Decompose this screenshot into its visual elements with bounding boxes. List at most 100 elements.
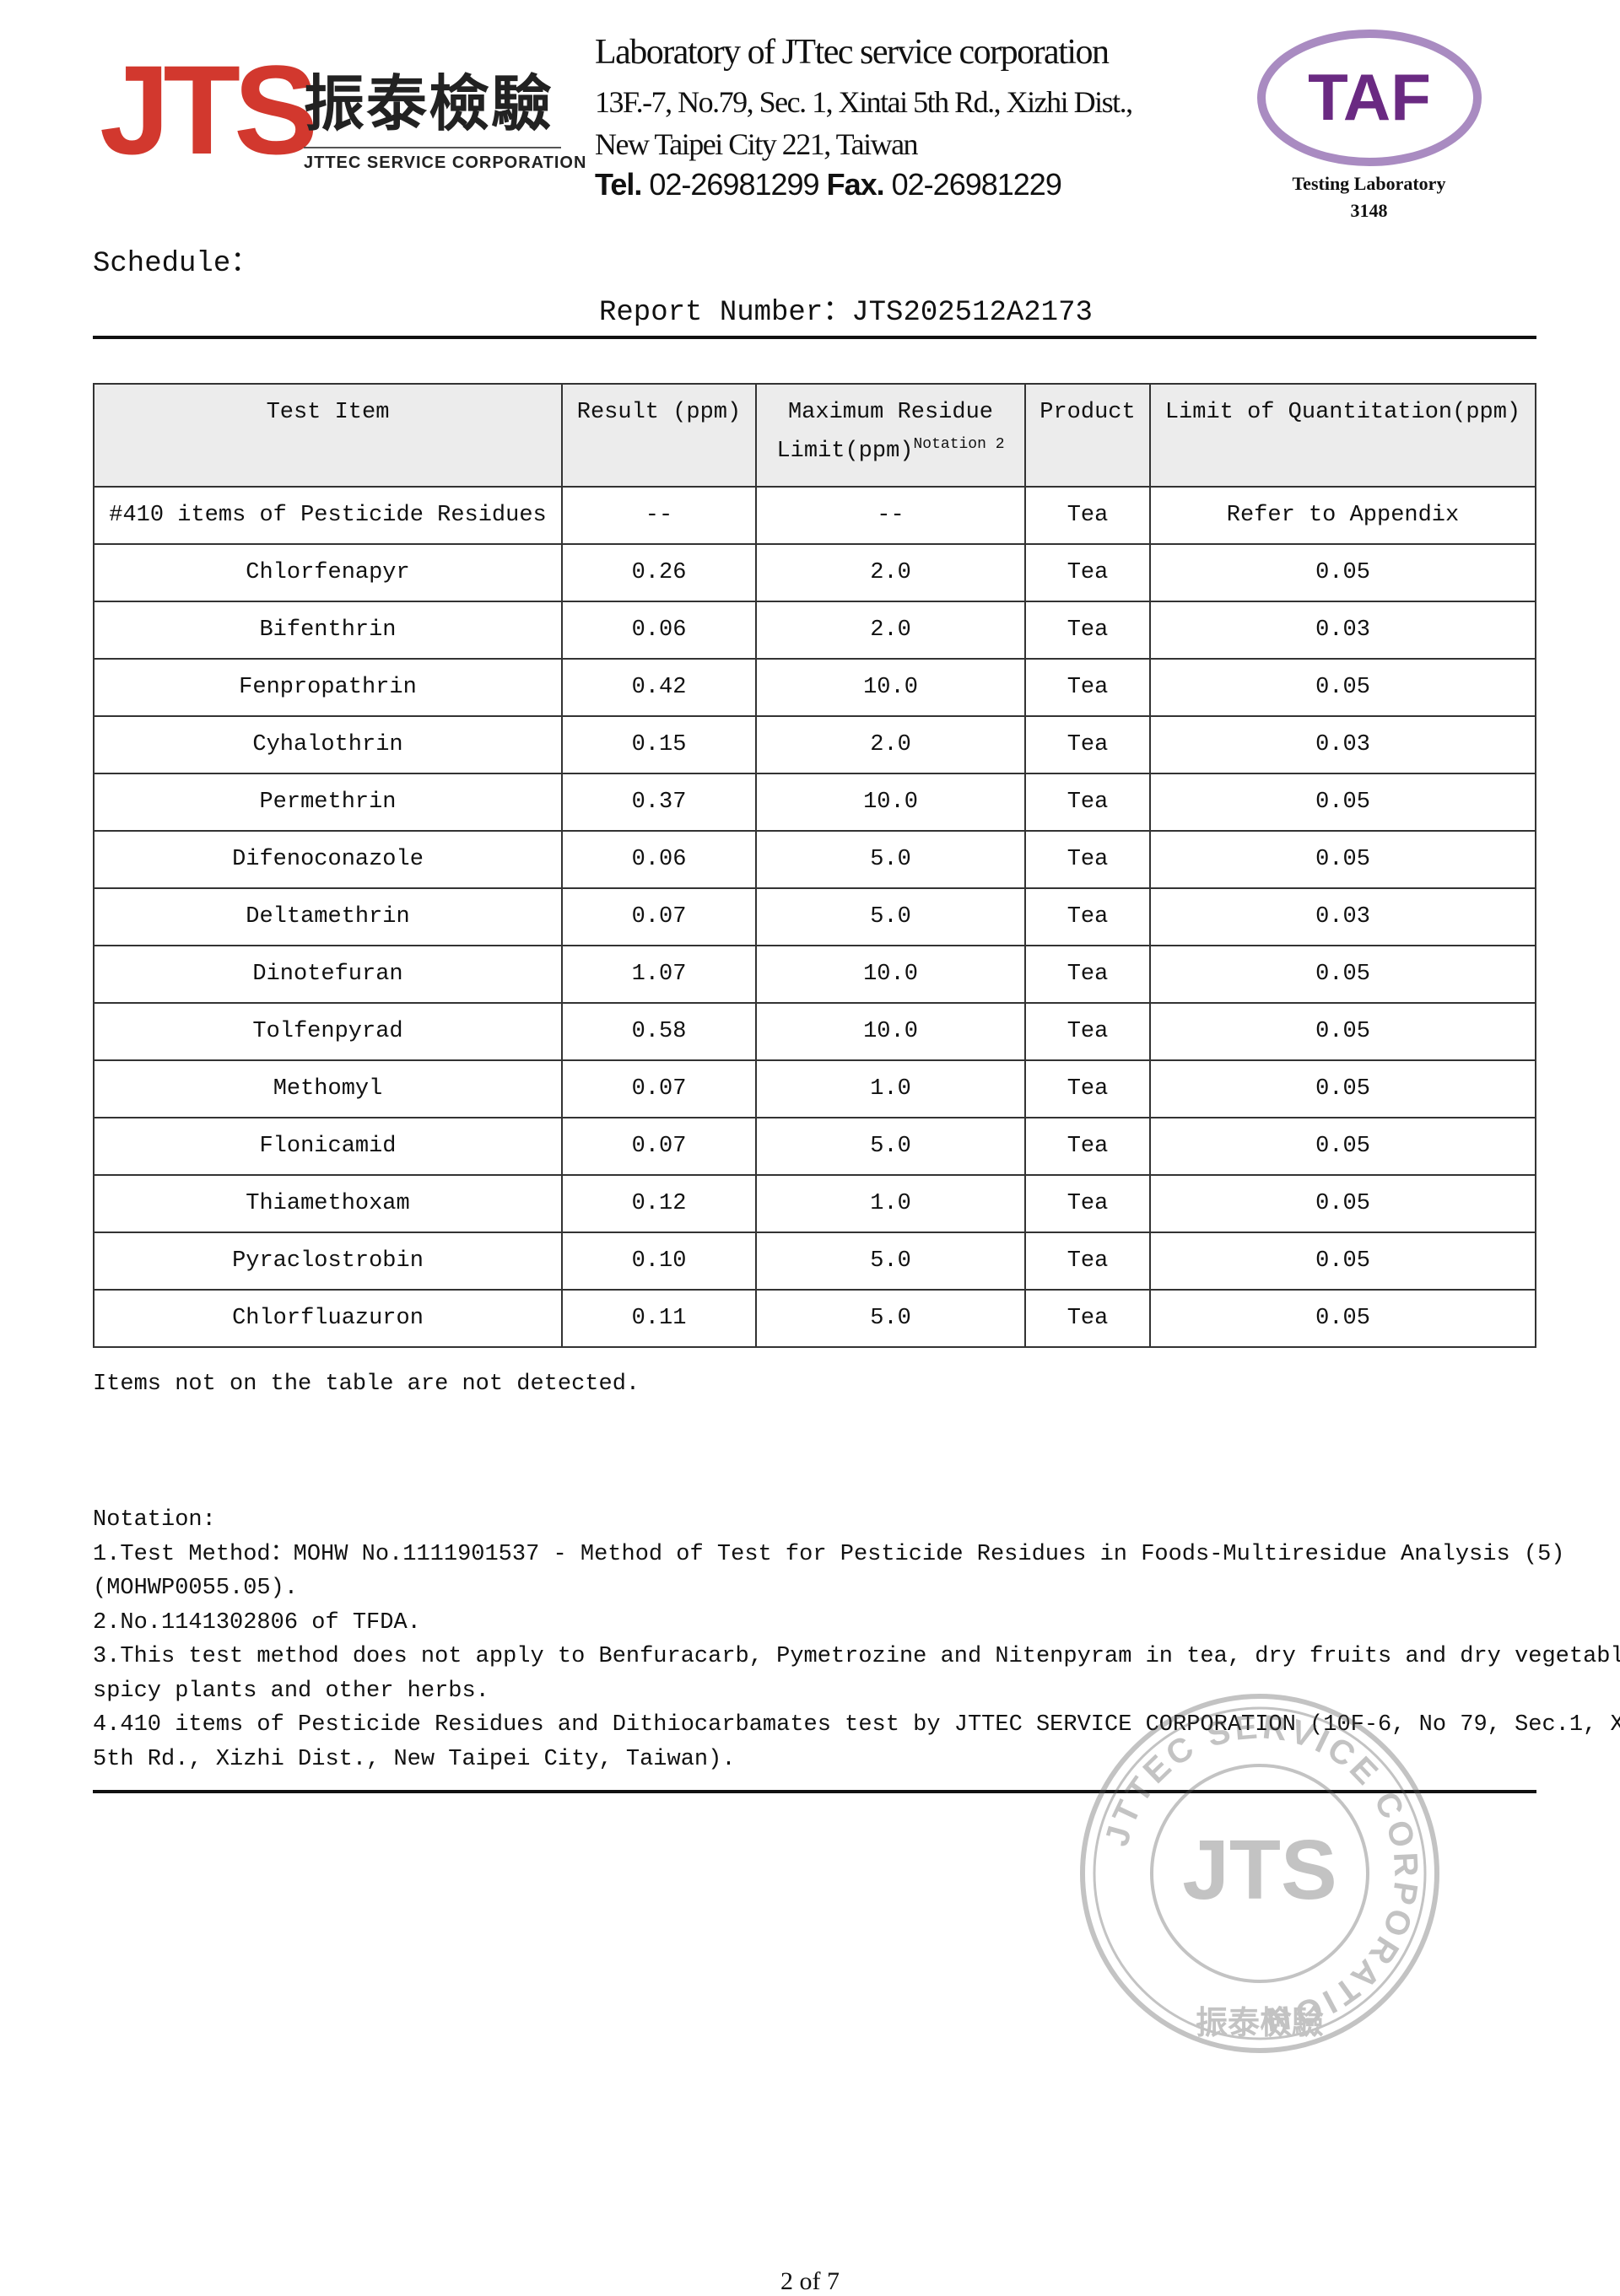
table-row: Fenpropathrin 0.42 10.0 Tea 0.05 [93, 658, 1536, 717]
cell-product: Tea [1024, 1174, 1151, 1233]
cell-result: 0.42 [561, 658, 757, 717]
table-row: Bifenthrin 0.06 2.0 Tea 0.03 [93, 601, 1536, 660]
table-row: Chlorfenapyr 0.26 2.0 Tea 0.05 [93, 543, 1536, 602]
notation-line: spicy plants and other herbs. [93, 1678, 489, 1704]
table-row: Difenoconazole 0.06 5.0 Tea 0.05 [93, 830, 1536, 889]
cell-test-item: #410 items of Pesticide Residues [93, 486, 563, 545]
cell-loq: 0.03 [1149, 715, 1536, 774]
cell-mrl: 2.0 [755, 715, 1026, 774]
cell-mrl: 5.0 [755, 1117, 1026, 1176]
header-rule [93, 336, 1536, 339]
cell-product: Tea [1024, 830, 1151, 889]
lab-address-1: 13F.-7, No.79, Sec. 1, Xintai 5th Rd., X… [595, 85, 1133, 119]
notation-line: (MOHWP0055.05). [93, 1576, 299, 1601]
cell-result: 0.37 [561, 773, 757, 832]
taf-caption: Testing Laboratory 3148 [1223, 170, 1515, 224]
table-row: Permethrin 0.37 10.0 Tea 0.05 [93, 773, 1536, 832]
cell-product: Tea [1024, 887, 1151, 946]
cell-test-item: Dinotefuran [93, 945, 563, 1004]
cell-mrl: 1.0 [755, 1059, 1026, 1118]
cell-test-item: Methomyl [93, 1059, 563, 1118]
table-header-row: Test Item Result (ppm) Maximum Residue Li… [93, 383, 1536, 488]
cell-result: 0.06 [561, 601, 757, 660]
cell-product: Tea [1024, 1059, 1151, 1118]
report-number: Report Number：JTS202512A2173 [599, 297, 1093, 329]
cell-loq: 0.05 [1149, 773, 1536, 832]
cell-test-item: Bifenthrin [93, 601, 563, 660]
cell-loq: 0.05 [1149, 1117, 1536, 1176]
cell-product: Tea [1024, 773, 1151, 832]
cell-mrl: 5.0 [755, 1289, 1026, 1348]
notation-line: 1.Test Method：MOHW No.1111901537 - Metho… [93, 1541, 1565, 1567]
cell-loq: 0.05 [1149, 658, 1536, 717]
logo-corporation: JTTEC SERVICE CORPORATION [304, 154, 587, 172]
table-note: Items not on the table are not detected. [93, 1372, 640, 1397]
cell-result: 0.10 [561, 1232, 757, 1291]
cell-mrl: 2.0 [755, 601, 1026, 660]
cell-product: Tea [1024, 486, 1151, 545]
table-row: #410 items of Pesticide Residues -- -- Tea R… [93, 486, 1536, 545]
table-row: Chlorfluazuron 0.11 5.0 Tea 0.05 [93, 1289, 1536, 1348]
footer-rule [93, 1790, 1536, 1793]
cell-result: 0.06 [561, 830, 757, 889]
notation-section: Notation: 1.Test Method：MOHW No.111190153… [93, 1503, 1620, 1776]
cell-result: 0.58 [561, 1002, 757, 1061]
cell-test-item: Chlorfluazuron [93, 1289, 563, 1348]
cell-loq: 0.05 [1149, 1002, 1536, 1061]
header-result: Result (ppm) [561, 383, 757, 488]
lab-address-2: New Taipei City 221, Taiwan [595, 127, 919, 161]
cell-result: 0.07 [561, 1059, 757, 1118]
table-row: Methomyl 0.07 1.0 Tea 0.05 [93, 1059, 1536, 1118]
taf-logo-text: TAF [1308, 60, 1431, 134]
cell-loq: 0.03 [1149, 887, 1536, 946]
cell-result: 0.26 [561, 543, 757, 602]
cell-loq: 0.05 [1149, 1059, 1536, 1118]
cell-test-item: Permethrin [93, 773, 563, 832]
table-row: Deltamethrin 0.07 5.0 Tea 0.03 [93, 887, 1536, 946]
cell-test-item: Difenoconazole [93, 830, 563, 889]
taf-logo: TAF [1257, 30, 1482, 166]
header-mrl: Maximum Residue Limit(ppm)Notation 2 [755, 383, 1026, 488]
tel-number: 02-26981299 [649, 167, 819, 202]
header-mrl-notation: Notation 2 [913, 436, 1005, 453]
tel-label: Tel. [595, 167, 642, 202]
cell-loq: Refer to Appendix [1149, 486, 1536, 545]
cell-result: 0.11 [561, 1289, 757, 1348]
lab-contact: Tel. 02-26981299 Fax. 02-26981229 [595, 167, 1062, 202]
table-row: Cyhalothrin 0.15 2.0 Tea 0.03 [93, 715, 1536, 774]
cell-result: 0.07 [561, 887, 757, 946]
cell-product: Tea [1024, 1289, 1151, 1348]
cell-loq: 0.03 [1149, 601, 1536, 660]
cell-mrl: 10.0 [755, 658, 1026, 717]
cell-loq: 0.05 [1149, 543, 1536, 602]
cell-product: Tea [1024, 601, 1151, 660]
cell-test-item: Cyhalothrin [93, 715, 563, 774]
cell-loq: 0.05 [1149, 945, 1536, 1004]
table-row: Thiamethoxam 0.12 1.0 Tea 0.05 [93, 1174, 1536, 1233]
cell-mrl: 10.0 [755, 773, 1026, 832]
logo-chinese-name: 振泰檢驗 [304, 68, 554, 139]
cell-test-item: Thiamethoxam [93, 1174, 563, 1233]
stamp-bottom: 振泰檢驗 [1196, 2004, 1324, 2041]
notation-line: 2.No.1141302806 of TFDA. [93, 1609, 421, 1636]
header-test-item: Test Item [93, 383, 563, 488]
cell-loq: 0.05 [1149, 1232, 1536, 1291]
cell-mrl: 5.0 [755, 830, 1026, 889]
cell-test-item: Deltamethrin [93, 887, 563, 946]
logo-divider [304, 147, 561, 148]
page-number: 2 of 7 [780, 2267, 840, 2295]
table-row: Flonicamid 0.07 5.0 Tea 0.05 [93, 1117, 1536, 1176]
fax-number: 02-26981229 [891, 167, 1062, 202]
taf-number: 3148 [1350, 200, 1388, 221]
schedule-label: Schedule： [93, 248, 260, 280]
cell-mrl: -- [755, 486, 1026, 545]
notation-line: 5th Rd., Xizhi Dist., New Taipei City, T… [93, 1746, 736, 1772]
cell-result: 0.07 [561, 1117, 757, 1176]
notation-line: 3.This test method does not apply to Ben… [93, 1644, 1620, 1669]
stamp-center: JTS [1182, 1823, 1336, 1917]
cell-result: 0.12 [561, 1174, 757, 1233]
cell-product: Tea [1024, 1232, 1151, 1291]
cell-mrl: 10.0 [755, 945, 1026, 1004]
cell-test-item: Pyraclostrobin [93, 1232, 563, 1291]
results-table: Test Item Result (ppm) Maximum Residue Li… [93, 383, 1536, 1348]
